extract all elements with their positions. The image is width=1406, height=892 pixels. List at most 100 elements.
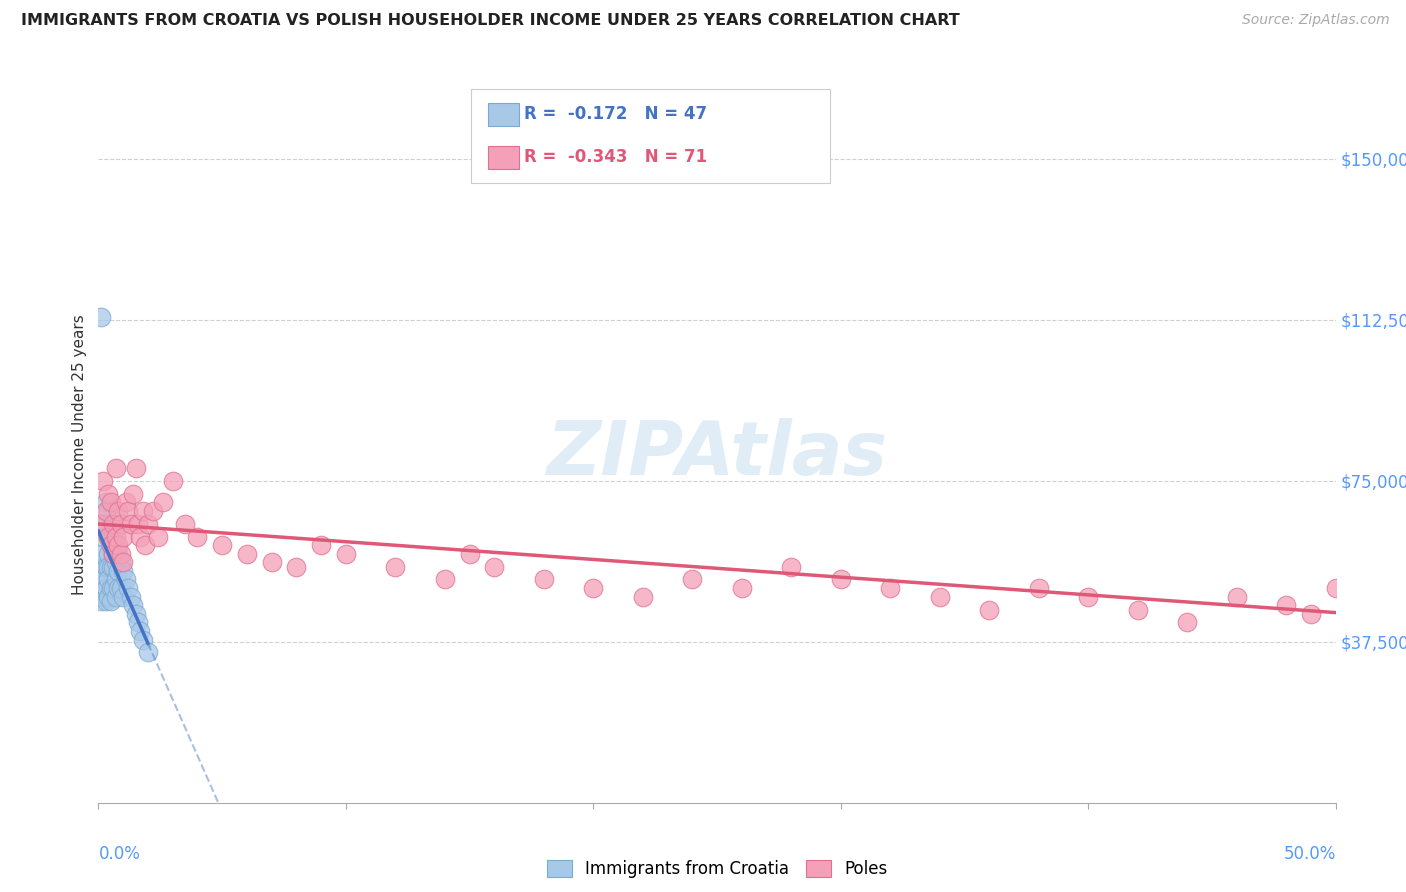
Text: R =  -0.343   N = 71: R = -0.343 N = 71 bbox=[524, 148, 707, 166]
Point bbox=[129, 624, 152, 638]
Point bbox=[1350, 590, 1372, 604]
Point bbox=[103, 559, 125, 574]
Point bbox=[134, 538, 156, 552]
Point bbox=[979, 602, 1001, 616]
Point bbox=[142, 504, 165, 518]
Point bbox=[94, 495, 117, 509]
Point bbox=[110, 581, 132, 595]
Point bbox=[90, 310, 112, 325]
Point bbox=[132, 632, 155, 647]
Point bbox=[1175, 615, 1198, 630]
Point bbox=[97, 547, 120, 561]
Point bbox=[112, 590, 135, 604]
Point bbox=[582, 581, 605, 595]
Point bbox=[110, 555, 132, 569]
Point bbox=[103, 529, 125, 543]
Point bbox=[90, 594, 112, 608]
Point bbox=[100, 559, 122, 574]
Point bbox=[97, 573, 120, 587]
Point bbox=[104, 555, 127, 569]
Point bbox=[384, 559, 406, 574]
Point bbox=[100, 594, 122, 608]
Legend: Immigrants from Croatia, Poles: Immigrants from Croatia, Poles bbox=[540, 854, 894, 885]
Point bbox=[104, 590, 127, 604]
Point bbox=[127, 615, 149, 630]
Point bbox=[335, 547, 357, 561]
Point bbox=[117, 581, 139, 595]
Point bbox=[136, 516, 159, 531]
Point bbox=[104, 460, 127, 475]
Point bbox=[120, 516, 142, 531]
Point bbox=[484, 559, 506, 574]
Point bbox=[1028, 581, 1050, 595]
Point bbox=[780, 559, 803, 574]
Point bbox=[104, 573, 127, 587]
Point bbox=[103, 516, 125, 531]
Point bbox=[103, 547, 125, 561]
Point bbox=[433, 573, 456, 587]
Point bbox=[103, 547, 125, 561]
Point bbox=[1275, 599, 1298, 613]
Text: IMMIGRANTS FROM CROATIA VS POLISH HOUSEHOLDER INCOME UNDER 25 YEARS CORRELATION : IMMIGRANTS FROM CROATIA VS POLISH HOUSEH… bbox=[21, 13, 960, 29]
Point bbox=[93, 474, 115, 488]
Point bbox=[107, 547, 129, 561]
Text: R =  -0.172   N = 47: R = -0.172 N = 47 bbox=[524, 104, 707, 122]
Text: 0.0%: 0.0% bbox=[98, 845, 141, 863]
Point bbox=[1226, 590, 1249, 604]
Point bbox=[162, 474, 184, 488]
Point bbox=[93, 529, 115, 543]
Point bbox=[104, 529, 127, 543]
Text: 50.0%: 50.0% bbox=[1284, 845, 1336, 863]
Point bbox=[120, 590, 142, 604]
Point bbox=[110, 516, 132, 531]
Point bbox=[107, 504, 129, 518]
Point bbox=[1077, 590, 1099, 604]
Point bbox=[93, 573, 115, 587]
Point bbox=[104, 538, 127, 552]
Point bbox=[122, 599, 145, 613]
Point bbox=[879, 581, 901, 595]
Point bbox=[114, 495, 136, 509]
Point bbox=[97, 559, 120, 574]
Point bbox=[100, 538, 122, 552]
Point bbox=[117, 504, 139, 518]
Point bbox=[174, 516, 197, 531]
Point bbox=[93, 590, 115, 604]
Point bbox=[94, 516, 117, 531]
Point bbox=[122, 486, 145, 500]
Point bbox=[97, 529, 120, 543]
Point bbox=[94, 559, 117, 574]
Point bbox=[93, 547, 115, 561]
Point bbox=[211, 538, 233, 552]
Point bbox=[94, 594, 117, 608]
Y-axis label: Householder Income Under 25 years: Householder Income Under 25 years bbox=[72, 315, 87, 595]
Point bbox=[97, 529, 120, 543]
Point bbox=[309, 538, 332, 552]
Point bbox=[112, 529, 135, 543]
Point bbox=[107, 564, 129, 578]
Point bbox=[100, 516, 122, 531]
Point bbox=[114, 573, 136, 587]
Point bbox=[928, 590, 950, 604]
Text: ZIPAtlas: ZIPAtlas bbox=[547, 418, 887, 491]
Point bbox=[97, 590, 120, 604]
Point bbox=[1399, 607, 1406, 621]
Point bbox=[129, 529, 152, 543]
Point bbox=[1324, 581, 1347, 595]
Point bbox=[1374, 599, 1396, 613]
Point bbox=[107, 581, 129, 595]
Point bbox=[146, 529, 169, 543]
Point bbox=[260, 555, 283, 569]
Text: Source: ZipAtlas.com: Source: ZipAtlas.com bbox=[1241, 13, 1389, 28]
Point bbox=[94, 581, 117, 595]
Point bbox=[1299, 607, 1322, 621]
Point bbox=[132, 504, 155, 518]
Point bbox=[285, 559, 308, 574]
Point bbox=[136, 645, 159, 659]
Point bbox=[107, 538, 129, 552]
Point bbox=[124, 607, 146, 621]
Point bbox=[97, 504, 120, 518]
Point bbox=[110, 547, 132, 561]
Point bbox=[100, 581, 122, 595]
Point bbox=[830, 573, 852, 587]
